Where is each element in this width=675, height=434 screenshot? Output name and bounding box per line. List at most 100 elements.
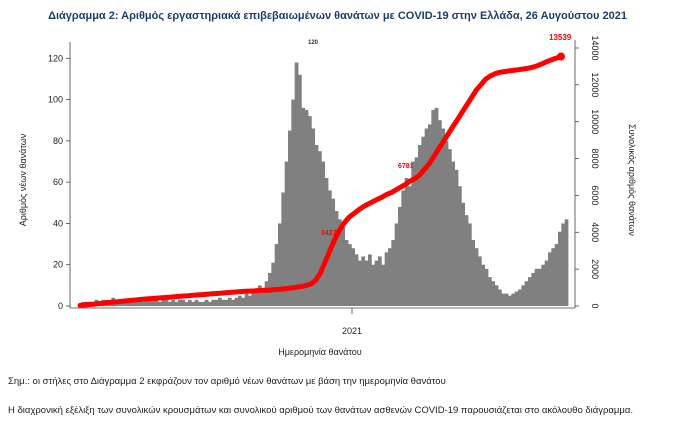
bar xyxy=(494,285,499,306)
data-label: 6781 xyxy=(398,163,414,170)
bar xyxy=(418,145,422,306)
bar xyxy=(351,248,356,306)
bar xyxy=(434,107,439,306)
bar xyxy=(421,136,426,306)
bar xyxy=(151,299,156,306)
data-label: 13539 xyxy=(549,33,572,42)
bar xyxy=(301,107,306,306)
bar xyxy=(164,299,169,306)
bar xyxy=(528,277,532,306)
bar xyxy=(191,301,196,306)
bar xyxy=(431,109,436,306)
bar xyxy=(448,149,452,306)
y2-tick-label: 0 xyxy=(590,303,600,308)
data-label: 120 xyxy=(308,40,319,46)
bar xyxy=(401,190,406,306)
bar xyxy=(511,293,516,306)
y2-tick-label: 12000 xyxy=(590,72,600,97)
bar xyxy=(524,281,529,306)
bar xyxy=(321,161,326,306)
bar xyxy=(334,211,339,306)
bar xyxy=(478,256,482,306)
bar xyxy=(274,244,279,306)
bar xyxy=(378,256,382,306)
bar xyxy=(231,299,236,306)
bar xyxy=(238,295,242,306)
bar xyxy=(468,223,472,306)
bar xyxy=(288,130,292,306)
bar xyxy=(244,293,249,306)
bar xyxy=(344,239,349,306)
bar xyxy=(444,140,449,306)
bar xyxy=(544,260,549,306)
bar xyxy=(188,299,192,306)
bar xyxy=(131,301,136,306)
bar xyxy=(241,297,246,306)
bar xyxy=(144,299,149,306)
bar xyxy=(454,169,459,306)
y-axis-label: Αριθμός νέων θανάτων xyxy=(18,133,28,226)
bar xyxy=(181,299,186,306)
bar xyxy=(508,295,512,306)
bar xyxy=(271,262,276,306)
bar xyxy=(371,264,376,306)
y2-tick-label: 14000 xyxy=(590,35,600,60)
y-tick-label: 20 xyxy=(53,260,63,270)
bar xyxy=(138,299,142,306)
bar xyxy=(504,293,509,306)
y-tick-label: 100 xyxy=(48,95,63,105)
bar xyxy=(394,223,399,306)
bar xyxy=(534,268,539,306)
y-tick-label: 80 xyxy=(53,136,63,146)
bar xyxy=(438,120,442,307)
bar xyxy=(458,186,462,306)
bar xyxy=(261,289,266,306)
bar xyxy=(374,260,379,306)
bar xyxy=(171,299,176,306)
bar xyxy=(404,178,409,306)
bar xyxy=(141,301,146,306)
bar xyxy=(294,62,299,307)
bar xyxy=(428,124,432,307)
bar xyxy=(518,289,522,306)
bar xyxy=(484,268,489,306)
bar xyxy=(168,301,172,306)
bar xyxy=(558,231,562,306)
cumulative-line-path xyxy=(77,54,564,308)
bar xyxy=(201,301,206,306)
bar xyxy=(311,128,316,306)
bar xyxy=(451,161,456,306)
bar xyxy=(414,157,419,306)
bar xyxy=(464,215,469,306)
bar xyxy=(488,277,492,306)
bar xyxy=(348,244,352,306)
bar xyxy=(198,301,202,306)
bar xyxy=(391,239,396,306)
bar xyxy=(461,202,466,306)
bar xyxy=(548,252,552,306)
bar xyxy=(358,260,362,306)
bar xyxy=(531,272,536,306)
bar xyxy=(514,291,519,306)
bar xyxy=(248,295,252,306)
y-tick-label: 40 xyxy=(53,218,63,228)
bar xyxy=(121,301,126,306)
bar xyxy=(291,99,296,306)
note-1: Σημ.: οι στήλες στο Διάγραμμα 2 εκφράζου… xyxy=(8,376,446,387)
bar xyxy=(251,289,256,306)
bar xyxy=(491,281,496,306)
chart-title: Διάγραμμα 2: Αριθμός εργαστηριακά επιβεβ… xyxy=(48,10,627,22)
bar xyxy=(398,206,402,306)
bar xyxy=(161,299,166,306)
bar xyxy=(564,219,569,306)
bar xyxy=(341,227,346,306)
y2-tick-label: 4000 xyxy=(590,222,600,242)
bar xyxy=(521,285,526,306)
bar xyxy=(234,297,239,306)
bar xyxy=(474,248,479,306)
x-axis-label: Ημερομηνία θανάτου xyxy=(278,347,362,357)
bar xyxy=(424,128,429,306)
cumulative-line xyxy=(77,52,565,308)
bar xyxy=(498,289,502,306)
bar xyxy=(134,299,139,306)
